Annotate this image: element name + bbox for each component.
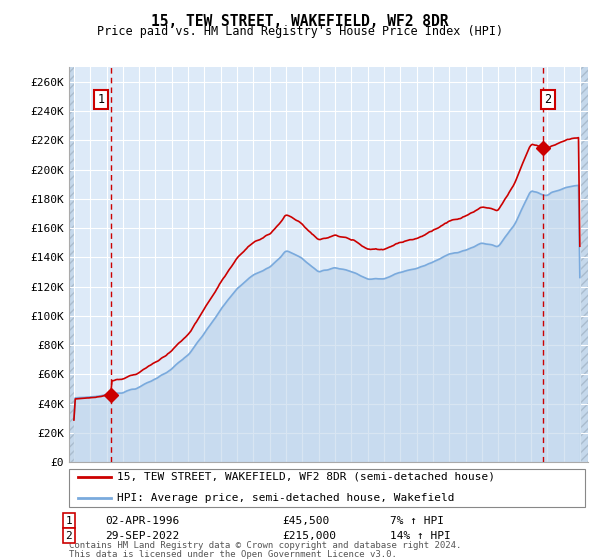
Text: 7% ↑ HPI: 7% ↑ HPI [390, 516, 444, 526]
Text: This data is licensed under the Open Government Licence v3.0.: This data is licensed under the Open Gov… [69, 550, 397, 559]
Text: 29-SEP-2022: 29-SEP-2022 [105, 531, 179, 541]
Text: 14% ↑ HPI: 14% ↑ HPI [390, 531, 451, 541]
Text: 2: 2 [544, 93, 551, 106]
Text: Price paid vs. HM Land Registry's House Price Index (HPI): Price paid vs. HM Land Registry's House … [97, 25, 503, 38]
Text: 02-APR-1996: 02-APR-1996 [105, 516, 179, 526]
Text: 1: 1 [65, 516, 73, 526]
Text: HPI: Average price, semi-detached house, Wakefield: HPI: Average price, semi-detached house,… [117, 493, 455, 503]
Text: £45,500: £45,500 [282, 516, 329, 526]
Text: 15, TEW STREET, WAKEFIELD, WF2 8DR (semi-detached house): 15, TEW STREET, WAKEFIELD, WF2 8DR (semi… [117, 472, 495, 482]
Text: Contains HM Land Registry data © Crown copyright and database right 2024.: Contains HM Land Registry data © Crown c… [69, 541, 461, 550]
Text: £215,000: £215,000 [282, 531, 336, 541]
Text: 15, TEW STREET, WAKEFIELD, WF2 8DR: 15, TEW STREET, WAKEFIELD, WF2 8DR [151, 14, 449, 29]
Text: 2: 2 [65, 531, 73, 541]
Text: 1: 1 [97, 93, 104, 106]
